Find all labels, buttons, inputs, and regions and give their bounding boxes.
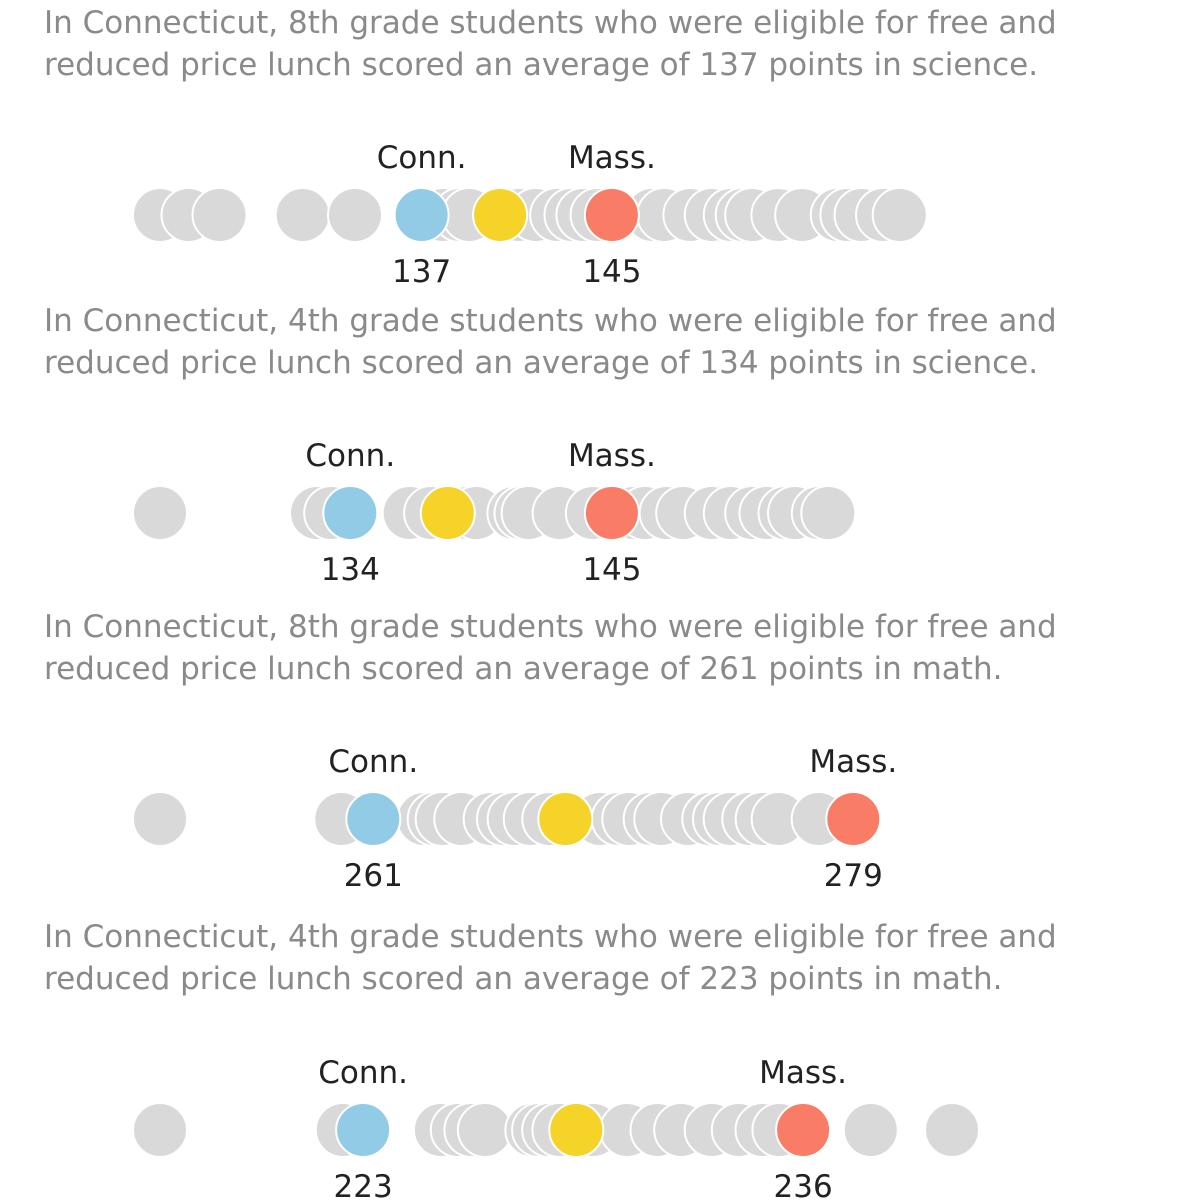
connecticut-name-label: Conn. (318, 1055, 408, 1091)
connecticut-value-label: 223 (334, 1169, 393, 1200)
national-average-dot (419, 485, 476, 541)
massachusetts-name-label: Mass. (568, 438, 656, 474)
state-dot (456, 1102, 513, 1158)
connecticut-dot (335, 1102, 392, 1158)
massachusetts-value-label: 145 (582, 254, 641, 290)
connecticut-name-label: Conn. (328, 744, 418, 780)
state-dot (924, 1102, 980, 1158)
dot-strip-1: Conn. Mass. 137 145 (132, 140, 928, 290)
state-dot (274, 187, 331, 243)
state-dot (871, 187, 928, 243)
connecticut-dot (393, 187, 450, 243)
national-average-dot (472, 187, 529, 243)
chart-caption: In Connecticut, 4th grade students who w… (44, 919, 1057, 997)
connecticut-value-label: 137 (392, 254, 451, 290)
chart-caption: In Connecticut, 4th grade students who w… (44, 303, 1057, 381)
massachusetts-dot (583, 485, 640, 541)
state-dot (132, 1102, 188, 1158)
massachusetts-value-label: 236 (774, 1169, 833, 1200)
state-dot (132, 791, 188, 847)
connecticut-name-label: Conn. (377, 140, 467, 176)
chart-caption: In Connecticut, 8th grade students who w… (44, 5, 1057, 83)
massachusetts-name-label: Mass. (568, 140, 656, 176)
connecticut-name-label: Conn. (305, 438, 395, 474)
connecticut-dot (345, 791, 402, 847)
massachusetts-dot (825, 791, 882, 847)
connecticut-dot (322, 485, 379, 541)
massachusetts-value-label: 145 (582, 552, 641, 588)
state-dot (842, 1102, 899, 1158)
state-dot (132, 485, 188, 541)
state-dot (191, 187, 248, 243)
massachusetts-dot (775, 1102, 832, 1158)
dot-strip-4: Conn. Mass. 223 236 (132, 1055, 980, 1200)
massachusetts-dot (583, 187, 640, 243)
connecticut-value-label: 261 (344, 858, 403, 894)
dot-strip-2: Conn. Mass. 134 145 (132, 438, 857, 588)
national-average-dot (537, 791, 594, 847)
national-average-dot (548, 1102, 605, 1158)
chart-caption: In Connecticut, 8th grade students who w… (44, 609, 1057, 687)
state-dot (327, 187, 383, 243)
dot-strip-3: Conn. Mass. 261 279 (132, 744, 897, 894)
massachusetts-value-label: 279 (824, 858, 883, 894)
massachusetts-name-label: Mass. (809, 744, 897, 780)
state-dot (800, 485, 857, 541)
connecticut-value-label: 134 (321, 552, 380, 588)
massachusetts-name-label: Mass. (759, 1055, 847, 1091)
